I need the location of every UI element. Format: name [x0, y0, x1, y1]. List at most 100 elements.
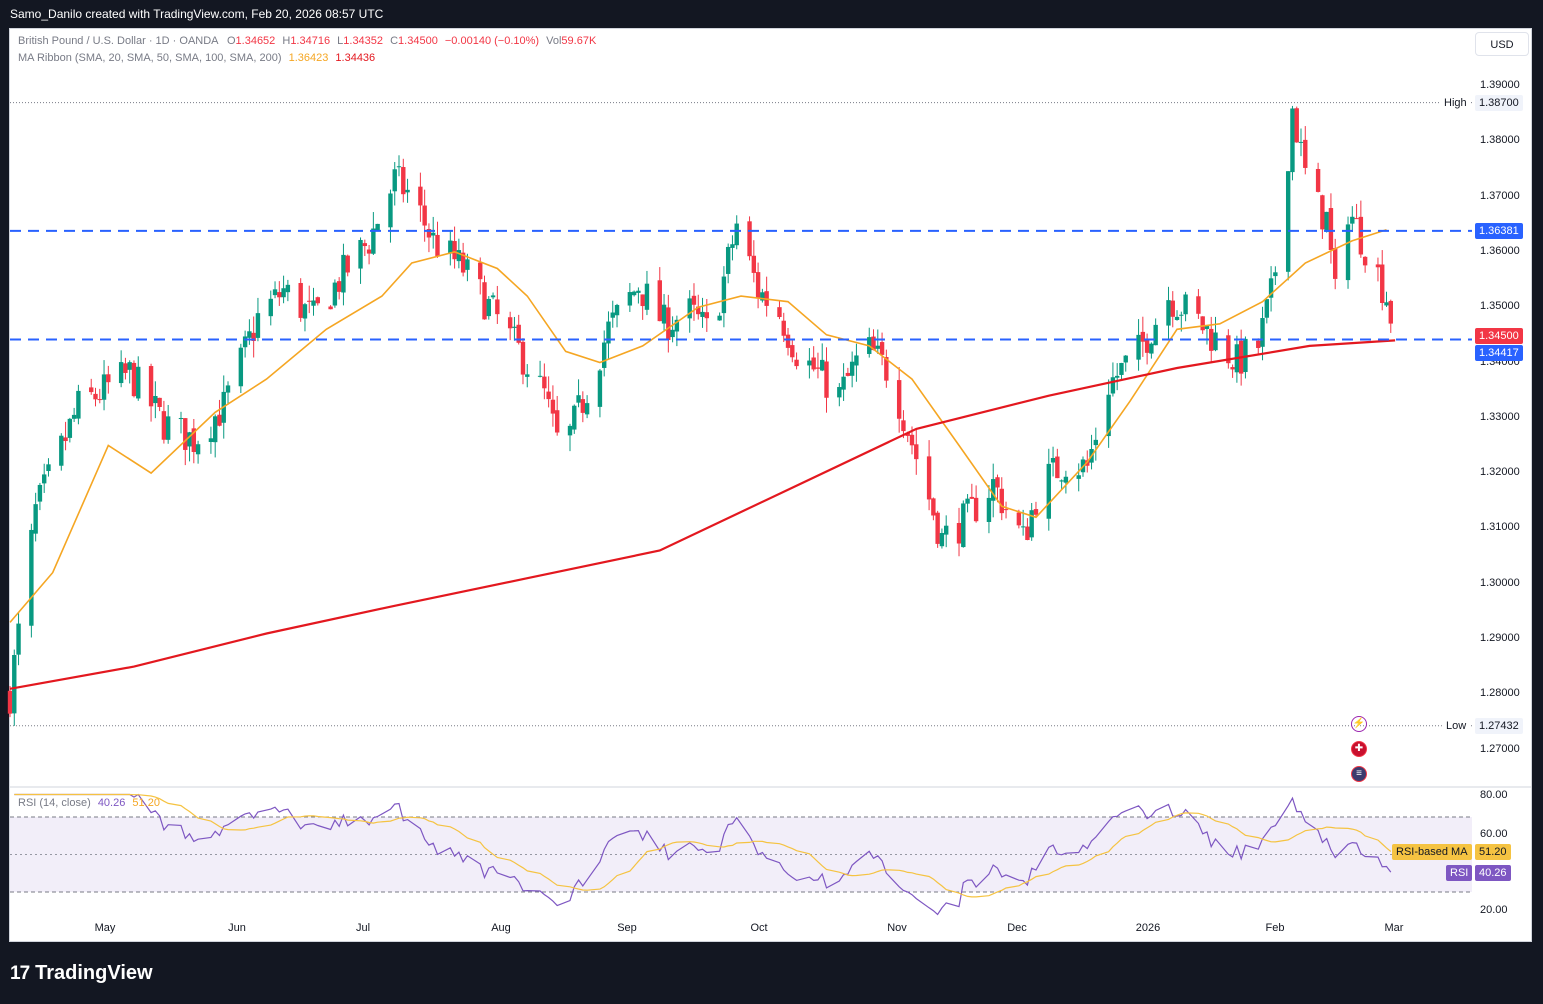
- candle-body: [1243, 338, 1248, 373]
- tradingview-logo-icon: 17: [10, 962, 30, 984]
- candle-body: [1063, 476, 1069, 483]
- rsi-ma-tag-value: 51.20: [1475, 844, 1511, 860]
- candle-body: [914, 444, 919, 460]
- candle-body: [448, 240, 453, 254]
- candle-body: [995, 477, 1000, 488]
- candle-body: [1230, 367, 1235, 370]
- candle-body: [401, 167, 406, 195]
- lightning-icon[interactable]: ⚡: [1351, 716, 1367, 732]
- candle-body: [546, 391, 551, 400]
- candle-body: [1209, 328, 1214, 351]
- candle-body: [811, 357, 816, 370]
- candle-body: [961, 503, 966, 548]
- rsi-tick-20: 20.00: [1480, 904, 1508, 916]
- candle-body: [854, 355, 859, 366]
- candle-body: [542, 376, 547, 389]
- candle-body: [1328, 208, 1334, 251]
- candle-body: [302, 304, 308, 319]
- candle-body: [725, 246, 731, 274]
- candle-body: [896, 380, 902, 419]
- candle-body: [1290, 108, 1295, 173]
- candle-body: [905, 432, 910, 436]
- candle-body: [597, 370, 603, 407]
- candle-body: [777, 307, 782, 318]
- candle-body: [644, 283, 650, 310]
- candle-body: [909, 434, 915, 446]
- time-tick: Sep: [617, 922, 637, 934]
- candle-body: [1354, 218, 1359, 220]
- ma-legend: MA Ribbon (SMA, 20, SMA, 50, SMA, 100, S…: [18, 52, 375, 64]
- symbol-name: British Pound / U.S. Dollar · 1D · OANDA: [18, 35, 218, 47]
- candle-body: [118, 362, 124, 384]
- candle-body: [1268, 278, 1274, 298]
- candle-body: [986, 497, 992, 522]
- candle-body: [785, 334, 791, 348]
- candle-body: [640, 294, 645, 307]
- candle-body: [46, 464, 51, 472]
- candle-body: [516, 324, 521, 343]
- candle-body: [341, 254, 346, 293]
- rsi-line: [14, 793, 1392, 916]
- candle-body: [1170, 300, 1175, 317]
- candle-body: [225, 385, 231, 393]
- us-flag-icon[interactable]: ≡: [1351, 766, 1367, 782]
- candle-body: [956, 523, 962, 544]
- currency-button[interactable]: USD: [1475, 32, 1529, 56]
- time-tick: Dec: [1007, 922, 1027, 934]
- candle-body: [747, 221, 752, 257]
- candle-body: [969, 496, 975, 499]
- candle-body: [396, 166, 402, 168]
- uk-flag-icon[interactable]: ✚: [1351, 741, 1367, 757]
- candle-body: [1375, 264, 1381, 268]
- candle-body: [490, 295, 496, 298]
- candle-body: [1388, 300, 1393, 324]
- candle-body: [426, 229, 432, 238]
- last-price-tag: 1.34500: [1475, 328, 1523, 344]
- time-tick: 2026: [1135, 922, 1161, 934]
- candle-body: [242, 336, 248, 348]
- candle-body: [755, 272, 761, 298]
- candle-body: [153, 396, 158, 404]
- ma-value-1: 1.36423: [288, 52, 329, 64]
- price-tick: 1.32000: [1480, 466, 1520, 479]
- candle-body: [16, 623, 21, 655]
- candle-body: [165, 416, 171, 440]
- candle-body: [7, 690, 13, 714]
- candle-body: [627, 292, 633, 306]
- candle-body: [217, 414, 222, 426]
- rsi-ma-value: 51.20: [132, 797, 160, 809]
- candle-body: [328, 306, 333, 310]
- rsi-ma-tag-label: RSI-based MA: [1392, 844, 1472, 860]
- ma20-line: [9, 229, 1387, 623]
- tradingview-logo[interactable]: 17 TradingView: [10, 962, 153, 985]
- time-tick: Nov: [887, 922, 907, 934]
- candle-body: [178, 418, 184, 420]
- candle-body: [1003, 509, 1009, 511]
- candle-body: [1303, 139, 1308, 168]
- candle-body: [1149, 343, 1154, 354]
- candle-body: [1140, 331, 1146, 342]
- price-tick: 1.33000: [1480, 410, 1520, 423]
- candle-body: [418, 186, 423, 206]
- chart-frame[interactable]: [9, 28, 1532, 942]
- candle-body: [392, 169, 397, 192]
- candle-body: [1315, 168, 1321, 192]
- candle-body: [520, 341, 526, 375]
- ma-value-2: 1.34436: [335, 52, 376, 64]
- candle-body: [1256, 340, 1261, 348]
- price-tick: 1.29000: [1480, 632, 1520, 644]
- candle-body: [12, 655, 17, 714]
- candle-body: [106, 374, 111, 383]
- candle-body: [183, 418, 188, 450]
- candle-body: [1350, 216, 1355, 224]
- time-tick: Oct: [750, 922, 768, 934]
- candle-body: [926, 456, 932, 500]
- low-label: Low: [1442, 718, 1471, 734]
- candle-body: [1294, 108, 1299, 143]
- candle-body: [212, 416, 218, 443]
- candle-body: [824, 361, 829, 398]
- candle-body: [696, 306, 701, 315]
- candle-body: [700, 311, 705, 317]
- candle-body: [191, 428, 197, 452]
